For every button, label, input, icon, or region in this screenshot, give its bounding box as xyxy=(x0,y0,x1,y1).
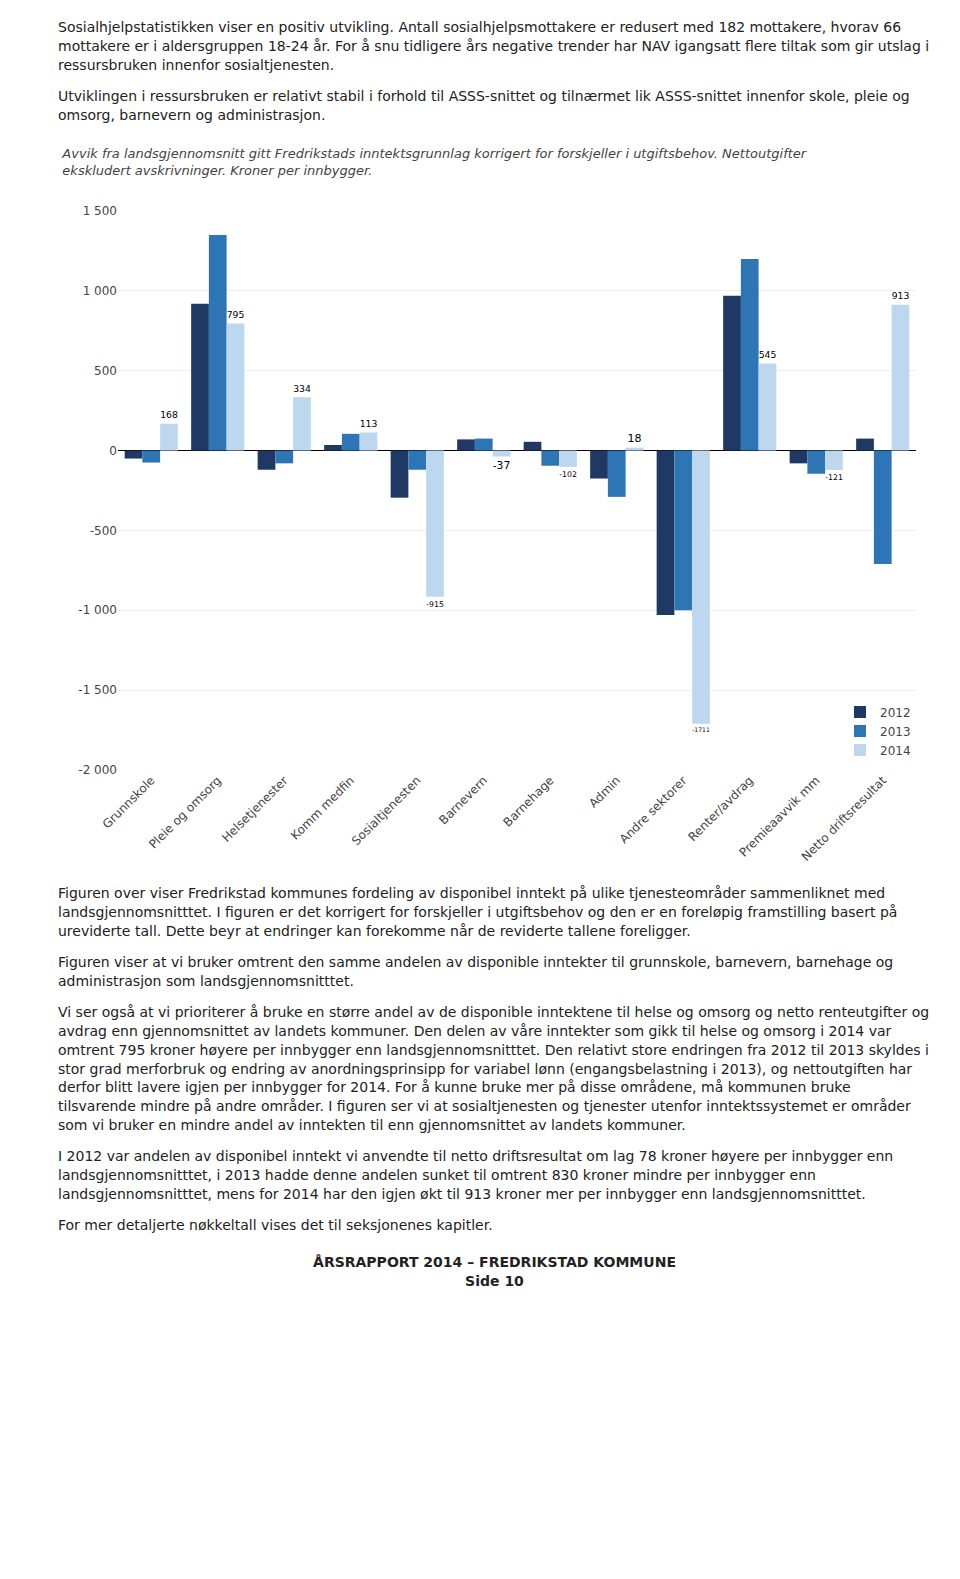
svg-text:Admin: Admin xyxy=(586,774,623,811)
svg-text:-37: -37 xyxy=(493,460,511,473)
html-text:I 2012 var andelen av disponib: I 2012 var andelen av disponibel inntekt… xyxy=(58,1148,894,1202)
svg-text:Avvik fra landsgjennomsnitt gi: Avvik fra landsgjennomsnitt gitt Fredrik… xyxy=(61,147,807,179)
svg-text:-500: -500 xyxy=(90,524,117,538)
svg-text:168: 168 xyxy=(160,410,178,421)
html-text:Figuren over viser Fredrikstad: Figuren over viser Fredrikstad kommunes … xyxy=(58,885,898,940)
svg-text:113: 113 xyxy=(360,418,378,429)
svg-text:-2 000: -2 000 xyxy=(78,764,117,778)
svg-text:-1711: -1711 xyxy=(692,727,710,734)
svg-text:334: 334 xyxy=(293,383,311,394)
svg-text:Premieaavvik mm: Premieaavvik mm xyxy=(736,774,822,860)
svg-text:Barnehage: Barnehage xyxy=(501,774,557,830)
svg-text:2014: 2014 xyxy=(880,744,911,758)
html-text:For mer detaljerte nøkkeltall: For mer detaljerte nøkkeltall vises det … xyxy=(58,1216,493,1233)
svg-text:Komm medfin: Komm medfin xyxy=(288,774,357,843)
svg-text:2013: 2013 xyxy=(880,725,911,739)
svg-text:18: 18 xyxy=(627,432,641,445)
svg-text:1 000: 1 000 xyxy=(83,285,117,299)
svg-text:545: 545 xyxy=(759,349,777,360)
svg-text:Grunnskole: Grunnskole xyxy=(100,774,158,832)
svg-text:-121: -121 xyxy=(825,473,843,482)
html-text:ÅRSRAPPORT 2014 – FREDRIKSTAD: ÅRSRAPPORT 2014 – FREDRIKSTAD KOMMUNE xyxy=(313,1253,676,1270)
svg-text:Netto driftsresultat: Netto driftsresultat xyxy=(799,774,890,865)
svg-text:1 500: 1 500 xyxy=(83,205,117,219)
svg-text:-1 500: -1 500 xyxy=(78,684,117,698)
svg-text:0: 0 xyxy=(109,444,117,458)
svg-text:Sosialtjenesten: Sosialtjenesten xyxy=(349,774,424,849)
html-text:Figuren viser at vi bruker omt: Figuren viser at vi bruker omtrent den s… xyxy=(58,954,894,989)
html-text:Sosialhjelpstatistikken viser: Sosialhjelpstatistikken viser en positiv… xyxy=(58,19,930,73)
svg-text:Barnevern: Barnevern xyxy=(436,774,490,828)
svg-text:-102: -102 xyxy=(559,470,577,479)
svg-text:913: 913 xyxy=(892,291,910,302)
svg-text:Pleie og omsorg: Pleie og omsorg xyxy=(146,774,224,852)
html-text:Utviklingen i ressursbruken er: Utviklingen i ressursbruken er relativt … xyxy=(58,87,910,123)
svg-text:2012: 2012 xyxy=(880,706,911,720)
svg-text:-1 000: -1 000 xyxy=(78,604,117,618)
svg-text:Helsetjenester: Helsetjenester xyxy=(219,774,291,846)
html-text:Side 10: Side 10 xyxy=(465,1273,524,1290)
svg-text:500: 500 xyxy=(94,364,117,378)
svg-text:Andre sektorer: Andre sektorer xyxy=(617,774,690,847)
svg-text:-915: -915 xyxy=(426,600,444,609)
svg-text:Renter/avdrag: Renter/avdrag xyxy=(686,774,757,845)
html-text:Vi ser også at vi prioriterer: Vi ser også at vi prioriterer å bruke en… xyxy=(58,1003,930,1134)
svg-text:795: 795 xyxy=(227,310,245,321)
